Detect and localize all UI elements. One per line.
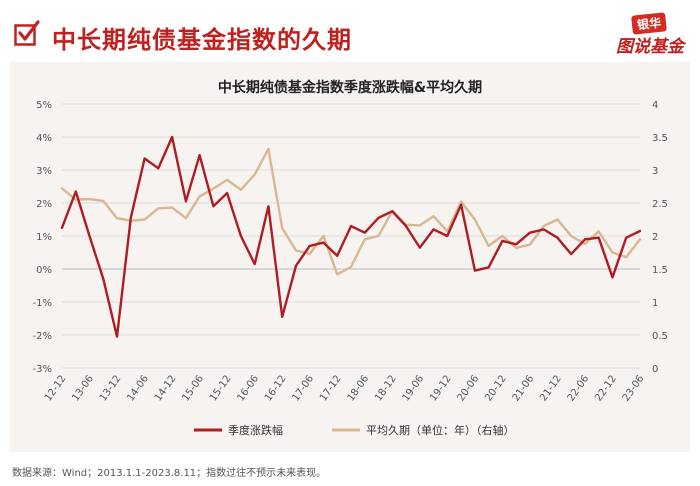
x-tick-label: 15-12: [208, 373, 234, 403]
series-avg-duration-line: [60, 147, 642, 276]
y-left-tick-label: -2%: [33, 331, 52, 342]
chart-svg: 中长期纯债基金指数季度涨跌幅&平均久期 -3% -2% -1% 0% 1% 2% 3% 4% 5…: [33, 79, 668, 437]
y-right-tick-label: 0.5: [652, 331, 668, 342]
x-tick-label: 14-06: [125, 373, 151, 403]
x-tick-label: 16-12: [263, 373, 289, 403]
brand-logo: 银华 图说基金: [602, 12, 684, 58]
x-tick-label: 17-12: [318, 373, 344, 403]
x-tick-label: 13-06: [70, 373, 96, 403]
x-tick-label: 16-06: [235, 373, 261, 403]
chart-panel: 中长期纯债基金指数季度涨跌幅&平均久期 -3% -2% -1% 0% 1% 2% 3% 4% 5…: [10, 62, 690, 452]
x-tick-label: 18-12: [373, 373, 399, 403]
series-quarterly-return-line: [60, 135, 642, 338]
y-right-tick-label: 2: [652, 232, 658, 243]
checkbox-icon: [14, 20, 40, 46]
page-title: 中长期纯债基金指数的久期: [52, 26, 352, 54]
x-tick-label: 20-06: [456, 373, 482, 403]
y-right-tick-label: 3.5: [652, 133, 668, 144]
footnote: 数据来源：Wind；2013.1.1-2023.8.11；指数过往不预示未来表现…: [12, 468, 327, 479]
y-left-tick-label: 2%: [36, 199, 52, 210]
y-right-tick-label: 1.5: [652, 265, 668, 276]
chart-title: 中长期纯债基金指数季度涨跌幅&平均久期: [218, 79, 482, 96]
x-tick-label: 21-12: [538, 373, 564, 403]
y-right-tick-label: 4: [652, 100, 658, 111]
y-right-tick-label: 2.5: [652, 199, 668, 210]
x-tick-label: 21-06: [511, 373, 537, 403]
y-axis-right: 0 0.5 1 1.5 2 2.5 3 3.5 4: [652, 100, 668, 375]
x-tick-label: 22-06: [566, 373, 592, 403]
y-left-tick-label: 4%: [36, 133, 52, 144]
y-left-tick-label: -1%: [33, 298, 52, 309]
y-right-tick-label: 1: [652, 298, 658, 309]
y-left-tick-label: 3%: [36, 166, 52, 177]
series-lines: [60, 135, 642, 338]
brand-logo-bottom: 图说基金: [616, 37, 684, 57]
x-tick-label: 23-06: [621, 373, 647, 403]
y-left-tick-label: 0%: [36, 265, 52, 276]
y-left-tick-label: 1%: [36, 232, 52, 243]
y-right-tick-label: 3: [652, 166, 658, 177]
header: 中长期纯债基金指数的久期 银华 图说基金: [10, 10, 690, 57]
x-axis: 12-12 13-06 13-12 14-06 14-12 15-06 15-12 16-06…: [43, 373, 647, 403]
x-tick-label: 18-06: [346, 373, 372, 403]
y-left-tick-label: 5%: [36, 100, 52, 111]
legend-label-avg-duration: 平均久期（单位：年）（右轴）: [366, 423, 515, 437]
legend: 季度涨跌幅 平均久期（单位：年）（右轴）: [194, 423, 515, 437]
x-tick-label: 14-12: [153, 373, 179, 403]
x-tick-label: 12-12: [43, 373, 69, 403]
y-right-tick-label: 0: [652, 364, 658, 375]
x-tick-label: 19-06: [401, 373, 427, 403]
x-tick-label: 13-12: [98, 373, 124, 403]
gridlines: [62, 103, 640, 369]
x-tick-label: 17-06: [290, 373, 316, 403]
y-left-tick-label: -3%: [33, 364, 52, 375]
x-tick-label: 20-12: [483, 373, 509, 403]
x-tick-label: 15-06: [180, 373, 206, 403]
y-axis-left: -3% -2% -1% 0% 1% 2% 3% 4% 5%: [33, 100, 52, 375]
x-tick-label: 22-12: [593, 373, 619, 403]
legend-label-quarterly-return: 季度涨跌幅: [228, 423, 283, 437]
x-tick-label: 19-12: [428, 373, 454, 403]
